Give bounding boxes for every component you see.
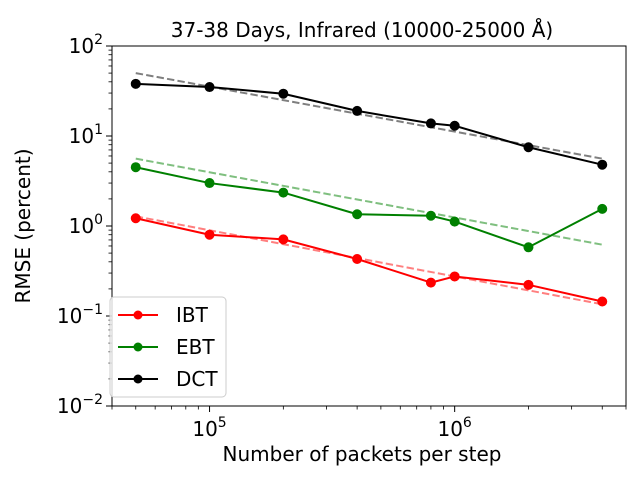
- y-tick-label: 102: [69, 32, 103, 58]
- y-axis-label: RMSE (percent): [11, 148, 35, 303]
- legend-label-ebt: EBT: [176, 335, 215, 359]
- ebt-data-point: [130, 162, 141, 173]
- ebt-data-point: [523, 242, 534, 253]
- chart-title: 37-38 Days, Infrared (10000-25000 Å): [171, 18, 553, 42]
- ebt-data-point: [597, 203, 608, 214]
- legend-marker-ibt: [133, 310, 143, 320]
- dct-data-point: [352, 105, 363, 116]
- plot-frame: [111, 45, 627, 407]
- y-tick-label: 100: [69, 212, 103, 238]
- ebt-data-point: [204, 178, 215, 189]
- ibt-data-point: [425, 277, 436, 288]
- ibt-data-point: [597, 296, 608, 307]
- ebt-data-point: [278, 187, 289, 198]
- y-tick-label: 101: [69, 122, 103, 148]
- ebt-data-point: [449, 216, 460, 227]
- ibt-fit-line: [135, 215, 603, 306]
- dct-data-point: [449, 120, 460, 131]
- dct-series-line: [135, 82, 603, 166]
- y-tick-label: 10−2: [57, 392, 103, 418]
- ibt-data-point: [523, 279, 534, 290]
- dct-data-point: [204, 82, 215, 93]
- ibt-data-point: [204, 229, 215, 240]
- ibt-data-point: [352, 253, 363, 264]
- ebt-series-line: [135, 166, 603, 249]
- legend-label-dct: DCT: [176, 367, 218, 391]
- ebt-data-point: [352, 209, 363, 220]
- legend-marker-ebt: [133, 342, 143, 352]
- ibt-series-line: [135, 217, 603, 303]
- legend-box: [109, 296, 227, 398]
- x-axis-label: Number of packets per step: [223, 442, 502, 466]
- ebt-data-point: [425, 210, 436, 221]
- legend-label-ibt: IBT: [176, 303, 209, 327]
- dct-data-point: [597, 159, 608, 170]
- dct-data-point: [523, 142, 534, 153]
- ibt-data-point: [278, 234, 289, 245]
- dct-data-point: [130, 78, 141, 89]
- dct-data-point: [425, 118, 436, 129]
- ibt-data-point: [449, 271, 460, 282]
- ibt-data-point: [130, 213, 141, 224]
- ebt-fit-line: [135, 157, 603, 246]
- dct-data-point: [278, 88, 289, 99]
- legend-marker-dct: [133, 374, 143, 384]
- plot-series-group: [130, 72, 608, 307]
- plot-area: [130, 72, 608, 307]
- legend: IBT EBT DCT: [109, 296, 227, 398]
- y-tick-label: 10−1: [57, 302, 103, 328]
